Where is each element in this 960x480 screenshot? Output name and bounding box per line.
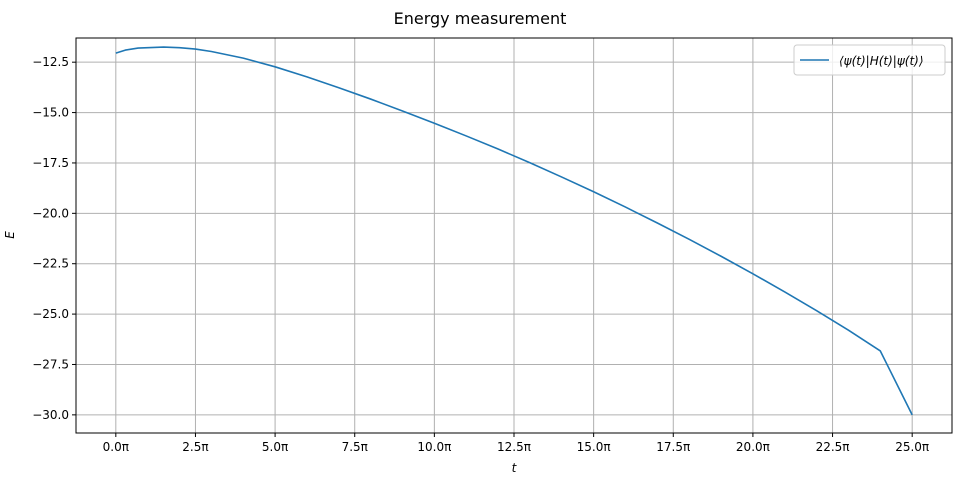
legend: ⟨ψ(t)|H(t)|ψ(t)⟩ bbox=[793, 44, 946, 76]
x-axis-label: t bbox=[512, 461, 518, 475]
y-tick-label: −20.0 bbox=[32, 206, 69, 220]
y-tick-label: −25.0 bbox=[32, 307, 69, 321]
legend-label: ⟨ψ(t)|H(t)|ψ(t)⟩ bbox=[839, 54, 924, 68]
x-tick-label: 12.5π bbox=[497, 440, 531, 454]
y-tick-label: −22.5 bbox=[32, 257, 69, 271]
grid-layer bbox=[76, 38, 952, 433]
y-tick-label: −15.0 bbox=[32, 106, 69, 120]
x-tick-label: 20.0π bbox=[736, 440, 770, 454]
x-tick-label: 0.0π bbox=[103, 440, 129, 454]
legend-box bbox=[793, 44, 946, 76]
y-tick-label: −27.5 bbox=[32, 357, 69, 371]
y-axis-label: E bbox=[3, 231, 17, 239]
y-tick-label: −12.5 bbox=[32, 55, 69, 69]
y-tick-label: −17.5 bbox=[32, 156, 69, 170]
x-tick-label: 17.5π bbox=[656, 440, 690, 454]
x-tick-label: 7.5π bbox=[342, 440, 368, 454]
x-tick-label: 2.5π bbox=[182, 440, 208, 454]
y-tick-label: −30.0 bbox=[32, 408, 69, 422]
x-tick-label: 5.0π bbox=[262, 440, 288, 454]
chart-title: Energy measurement bbox=[394, 9, 567, 28]
tick-layer: 0.0π 2.5π 5.0π 7.5π 10.0π 12.5π 15.0π 17.5π 20.0… bbox=[32, 55, 929, 454]
x-tick-label: 10.0π bbox=[417, 440, 451, 454]
x-tick-label: 15.0π bbox=[577, 440, 611, 454]
x-tick-label: 25.0π bbox=[895, 440, 929, 454]
series-layer bbox=[115, 46, 913, 416]
x-tick-label: 22.5π bbox=[816, 440, 850, 454]
series-line bbox=[115, 46, 913, 416]
